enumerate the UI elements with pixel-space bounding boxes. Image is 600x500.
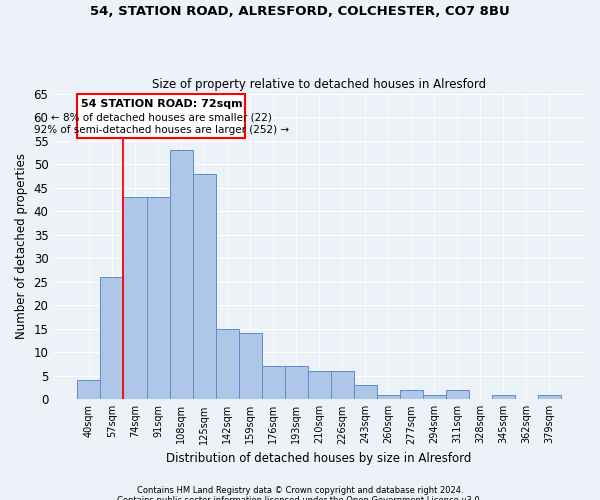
FancyBboxPatch shape xyxy=(77,94,245,138)
Bar xyxy=(284,366,308,400)
Text: ← 8% of detached houses are smaller (22): ← 8% of detached houses are smaller (22) xyxy=(51,112,272,122)
Bar xyxy=(170,150,193,400)
Bar xyxy=(377,394,400,400)
Text: 92% of semi-detached houses are larger (252) →: 92% of semi-detached houses are larger (… xyxy=(34,125,289,135)
Bar xyxy=(423,394,446,400)
Bar xyxy=(77,380,100,400)
Bar xyxy=(331,371,353,400)
Bar xyxy=(492,394,515,400)
Text: 54, STATION ROAD, ALRESFORD, COLCHESTER, CO7 8BU: 54, STATION ROAD, ALRESFORD, COLCHESTER,… xyxy=(90,5,510,18)
Bar xyxy=(100,277,124,400)
Title: Size of property relative to detached houses in Alresford: Size of property relative to detached ho… xyxy=(152,78,486,91)
Bar xyxy=(215,328,239,400)
Text: 54 STATION ROAD: 72sqm: 54 STATION ROAD: 72sqm xyxy=(80,99,242,109)
Text: Contains HM Land Registry data © Crown copyright and database right 2024.: Contains HM Land Registry data © Crown c… xyxy=(137,486,463,495)
Bar xyxy=(353,385,377,400)
Bar xyxy=(146,197,170,400)
Bar xyxy=(193,174,215,400)
Bar xyxy=(538,394,561,400)
Y-axis label: Number of detached properties: Number of detached properties xyxy=(15,154,28,340)
Bar xyxy=(124,197,146,400)
Bar xyxy=(446,390,469,400)
X-axis label: Distribution of detached houses by size in Alresford: Distribution of detached houses by size … xyxy=(166,452,472,465)
Bar xyxy=(308,371,331,400)
Bar xyxy=(239,334,262,400)
Text: Contains public sector information licensed under the Open Government Licence v3: Contains public sector information licen… xyxy=(118,496,482,500)
Bar xyxy=(262,366,284,400)
Bar xyxy=(400,390,423,400)
